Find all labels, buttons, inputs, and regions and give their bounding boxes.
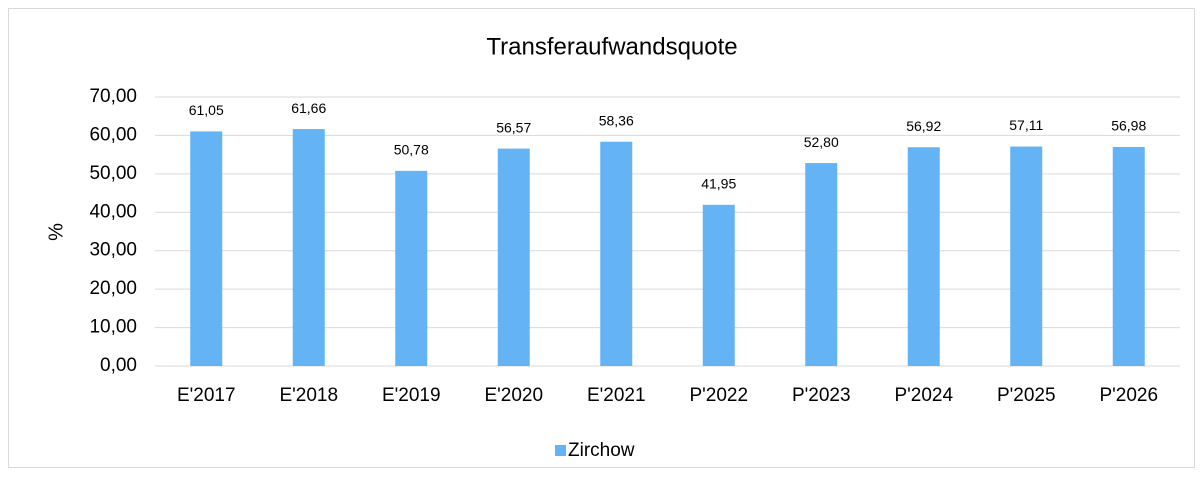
y-tick-label: 40,00 bbox=[89, 201, 137, 222]
x-tick-label: P'2025 bbox=[997, 385, 1056, 406]
bar bbox=[1112, 147, 1145, 366]
bar bbox=[907, 147, 940, 366]
data-label: 58,36 bbox=[599, 112, 634, 128]
y-tick-label: 70,00 bbox=[89, 86, 137, 107]
x-tick-label: E'2020 bbox=[484, 385, 543, 406]
data-label: 52,80 bbox=[804, 134, 839, 150]
data-label: 56,57 bbox=[496, 119, 531, 135]
bar bbox=[805, 163, 838, 366]
data-label: 57,11 bbox=[1009, 117, 1043, 133]
x-tick-label: E'2019 bbox=[382, 385, 441, 406]
x-tick-label: P'2026 bbox=[1099, 385, 1158, 406]
data-label: 56,98 bbox=[1111, 118, 1146, 134]
x-tick-label: P'2023 bbox=[792, 385, 851, 406]
x-tick-label: E'2021 bbox=[587, 385, 646, 406]
data-label: 41,95 bbox=[701, 175, 736, 191]
bar bbox=[497, 148, 530, 366]
y-tick-label: 30,00 bbox=[89, 240, 137, 261]
data-label: 50,78 bbox=[394, 142, 429, 158]
bar bbox=[292, 129, 325, 366]
y-tick-label: 0,00 bbox=[100, 355, 137, 376]
x-tick-label: E'2018 bbox=[279, 385, 338, 406]
x-tick-label: P'2024 bbox=[894, 385, 953, 406]
x-tick-label: P'2022 bbox=[689, 385, 748, 406]
bar bbox=[190, 131, 223, 366]
y-axis-label: % bbox=[45, 223, 67, 241]
x-tick-label: E'2017 bbox=[177, 385, 236, 406]
bar bbox=[1010, 146, 1043, 366]
y-tick-label: 10,00 bbox=[89, 317, 137, 338]
legend-label: Zirchow bbox=[568, 440, 635, 461]
data-label: 56,92 bbox=[906, 118, 941, 134]
data-label: 61,05 bbox=[189, 102, 224, 118]
y-tick-label: 60,00 bbox=[89, 124, 137, 145]
data-label: 61,66 bbox=[291, 100, 326, 116]
bar bbox=[702, 204, 735, 366]
legend-swatch bbox=[555, 445, 566, 456]
bar bbox=[600, 141, 633, 366]
y-tick-label: 20,00 bbox=[89, 278, 137, 299]
bar bbox=[395, 170, 428, 366]
chart-title: Transferaufwandsquote bbox=[486, 33, 737, 60]
y-tick-label: 50,00 bbox=[89, 163, 137, 184]
